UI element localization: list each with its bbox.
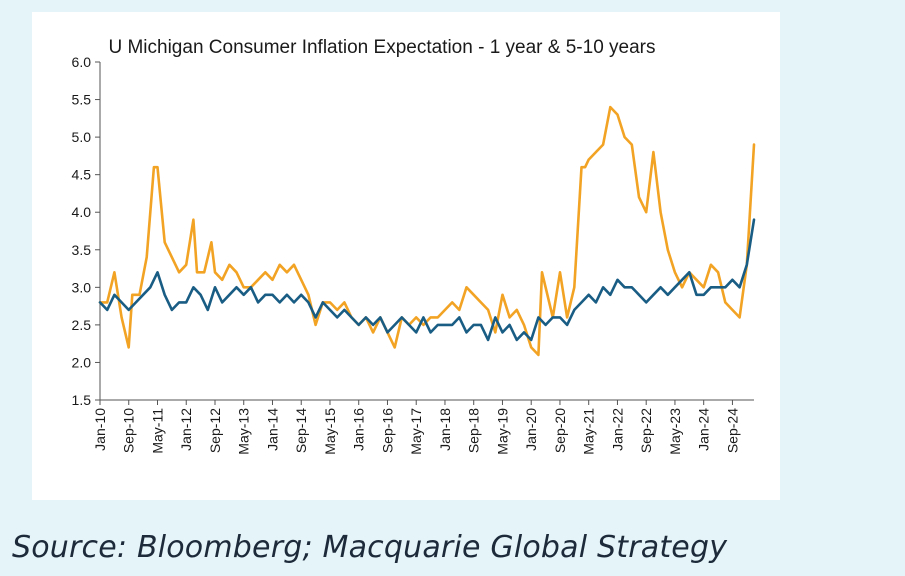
x-tick-label: Sep-12 — [207, 408, 223, 453]
x-tick-label: Sep-10 — [121, 408, 137, 453]
source-note: Source: Bloomberg; Macquarie Global Stra… — [12, 530, 728, 565]
x-tick-label: Sep-14 — [293, 408, 309, 453]
series-line-5-10-years — [98, 218, 756, 342]
x-tick-label: Jan-12 — [178, 408, 194, 451]
y-tick-label: 3.0 — [72, 279, 92, 295]
y-tick-label: 2.5 — [72, 317, 92, 333]
x-tick-label: Sep-20 — [552, 408, 568, 453]
chart-title: U Michigan Consumer Inflation Expectatio… — [108, 37, 656, 58]
x-tick-label: Sep-22 — [638, 408, 654, 453]
x-tick-label: Sep-24 — [724, 408, 740, 453]
y-tick-label: 4.5 — [72, 167, 92, 183]
x-tick-label: Jan-16 — [351, 408, 367, 451]
x-tick-label: May-17 — [408, 408, 424, 455]
x-tick-label: May-13 — [236, 408, 252, 455]
x-tick-label: Jan-22 — [609, 408, 625, 451]
x-tick-label: May-11 — [149, 408, 165, 454]
x-tick-label: May-21 — [581, 408, 597, 455]
chart-panel: 6.0 5.5 5.0 4.5 4.0 3.5 3.0 2.5 2.0 1.5 Jan-10 Sep-… — [32, 12, 780, 500]
y-tick-label: 5.5 — [72, 92, 92, 108]
y-tick-label: 3.5 — [72, 242, 92, 258]
x-tick-label: Sep-18 — [466, 408, 482, 453]
x-tick-label: May-15 — [322, 408, 338, 455]
x-tick-label: May-19 — [494, 408, 510, 455]
series-line-1-year — [98, 105, 756, 357]
x-tick-label: Jan-20 — [523, 408, 539, 451]
y-tick-label: 2.0 — [72, 354, 92, 370]
x-tick-label: May-23 — [667, 408, 683, 455]
x-tick-label: Sep-16 — [379, 408, 395, 453]
y-tick-label: 6.0 — [72, 54, 92, 70]
y-tick-label: 5.0 — [72, 129, 92, 145]
x-tick-label: Jan-14 — [264, 408, 280, 451]
x-tick-label: Jan-18 — [437, 408, 453, 451]
y-tick-label: 4.0 — [72, 204, 92, 220]
x-tick-label: Jan-24 — [696, 408, 712, 451]
y-tick-label: 1.5 — [72, 392, 92, 408]
x-tick-label: Jan-10 — [92, 408, 108, 451]
